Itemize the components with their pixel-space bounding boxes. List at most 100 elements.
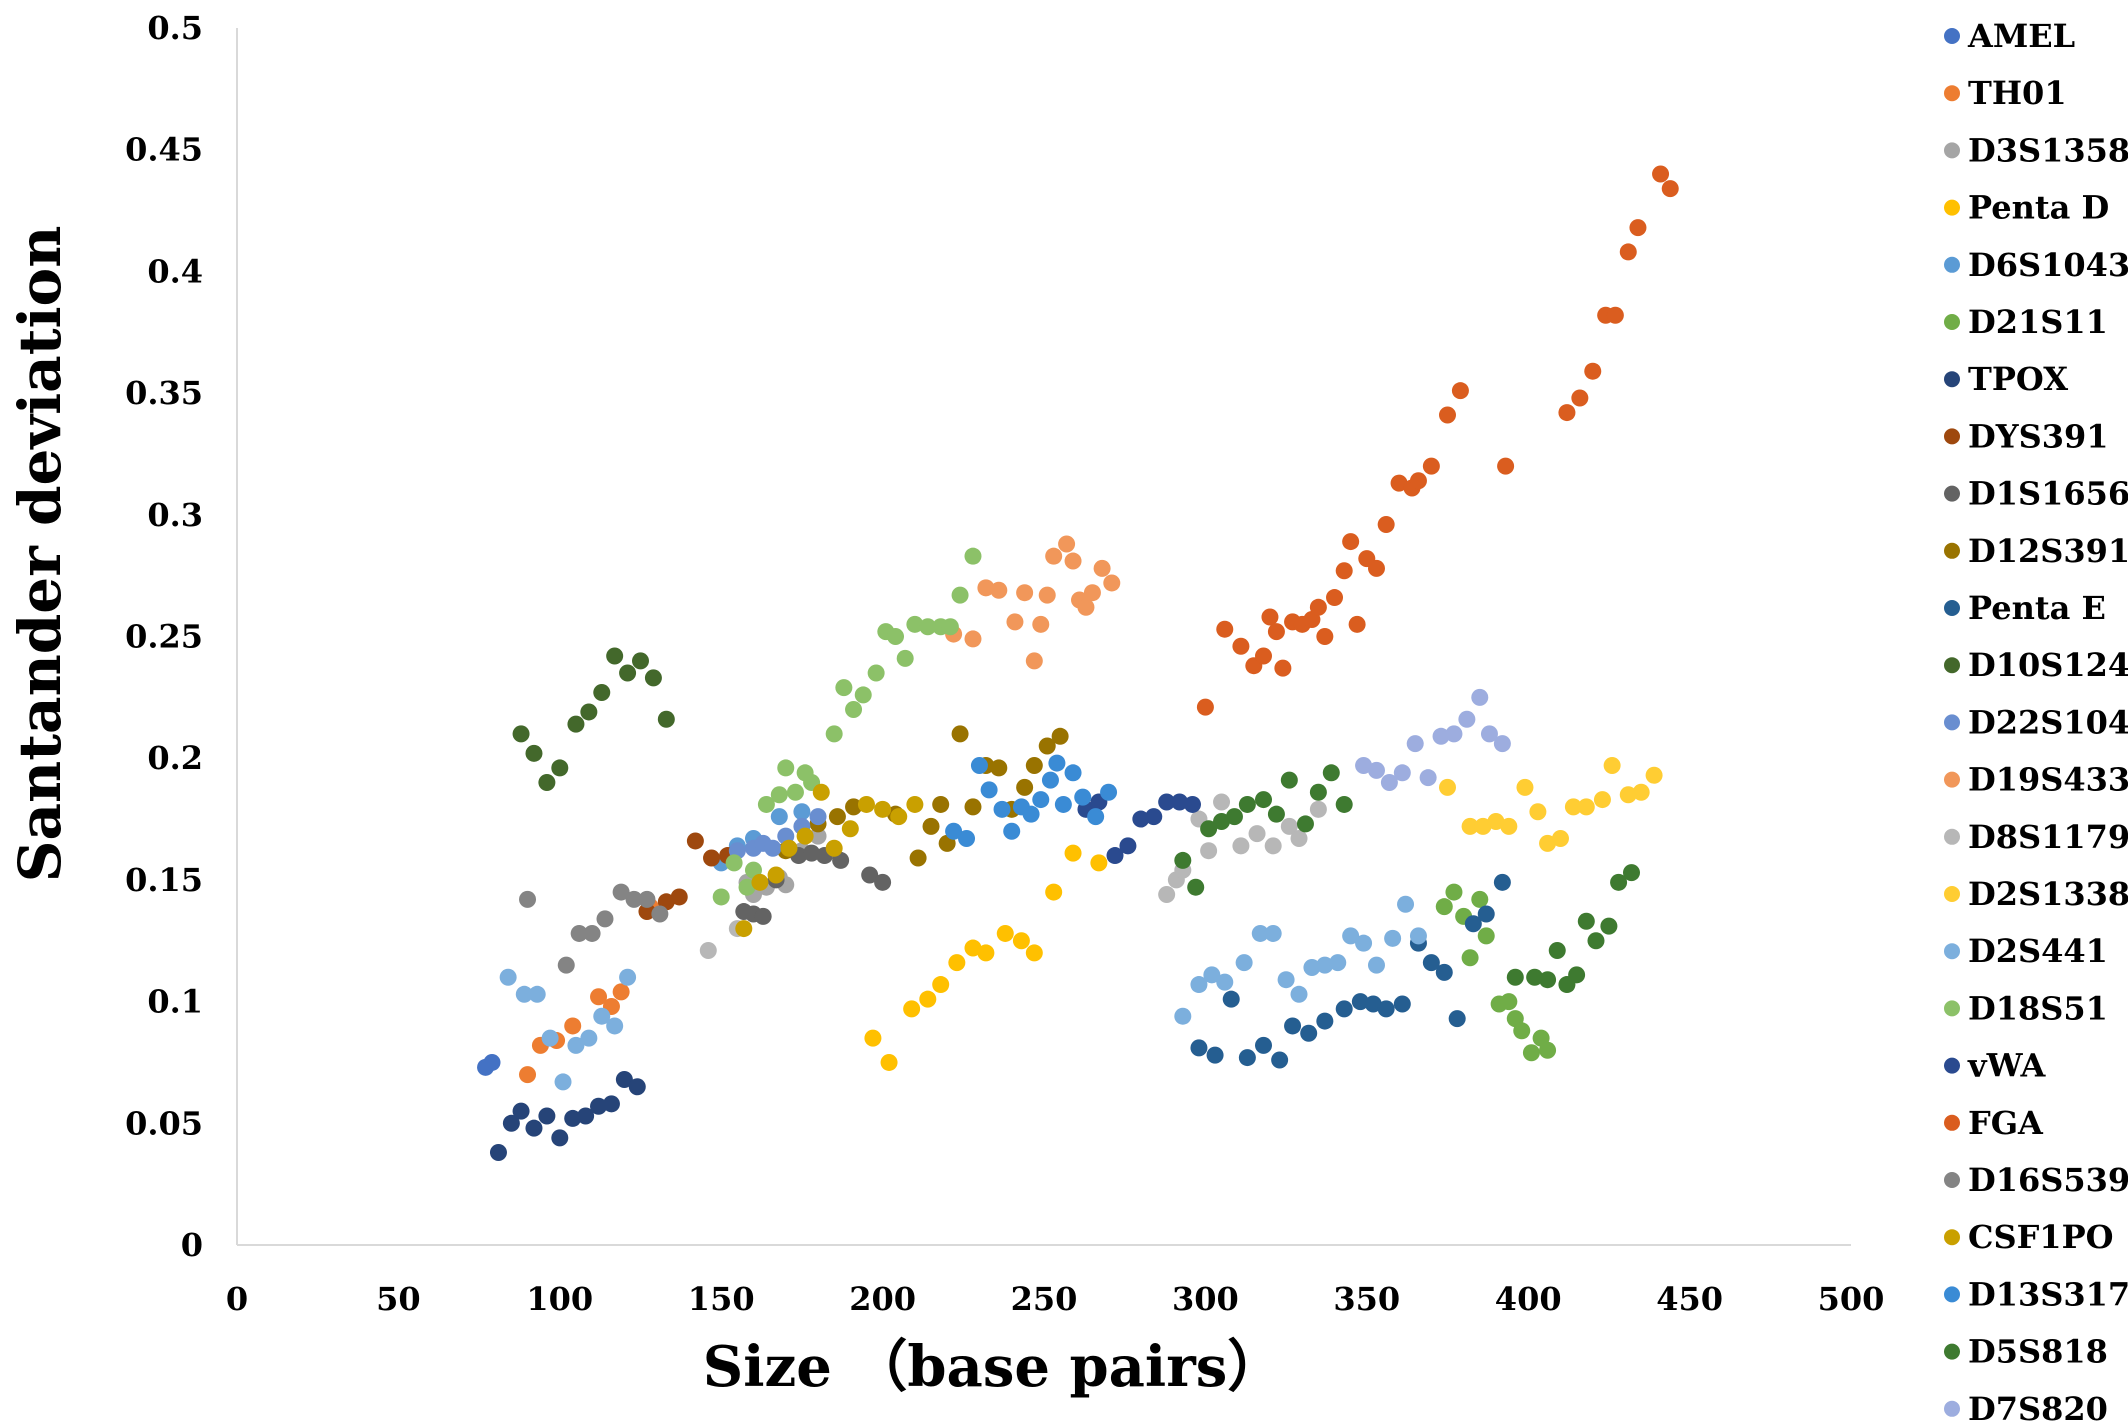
data-point xyxy=(861,866,879,884)
legend-label: Penta E xyxy=(1968,589,2106,627)
legend-label: Penta D xyxy=(1968,189,2109,227)
data-point xyxy=(1174,1007,1192,1025)
legend-label: D13S317 xyxy=(1968,1275,2128,1313)
data-point xyxy=(1213,812,1231,830)
legend-item: AMEL xyxy=(1944,17,2075,55)
series-vwa xyxy=(1077,793,1201,865)
data-point xyxy=(1054,795,1072,813)
data-point xyxy=(615,1070,633,1088)
data-point xyxy=(906,615,924,633)
data-point xyxy=(1064,764,1082,782)
data-point xyxy=(1022,805,1040,823)
y-tick-label: 0.4 xyxy=(147,252,203,290)
legend-label: D18S51 xyxy=(1968,989,2108,1027)
legend-item: D2S441 xyxy=(1944,932,2108,970)
y-tick-label: 0.2 xyxy=(147,739,203,777)
legend-marker xyxy=(1944,371,1960,388)
data-point xyxy=(1439,778,1456,796)
data-point xyxy=(551,1129,569,1147)
data-point xyxy=(1064,844,1082,862)
legend-item: CSF1PO xyxy=(1944,1218,2114,1256)
data-point xyxy=(951,725,969,743)
series-amel xyxy=(477,1053,501,1076)
data-point xyxy=(770,786,788,804)
data-point xyxy=(1432,727,1450,745)
data-point xyxy=(570,924,588,942)
data-point xyxy=(551,759,569,777)
data-point xyxy=(1171,793,1189,811)
data-point xyxy=(651,905,669,923)
data-point xyxy=(606,647,624,665)
data-point xyxy=(809,827,827,845)
legend-label: D19S433 xyxy=(1968,761,2128,799)
data-point xyxy=(906,795,924,813)
data-point xyxy=(735,920,753,938)
x-axis-title: Size （base pairs） xyxy=(703,1334,1283,1400)
data-point xyxy=(612,883,630,901)
data-point xyxy=(919,990,937,1008)
data-point xyxy=(1406,735,1424,753)
data-point xyxy=(777,759,795,777)
data-point xyxy=(1038,737,1056,755)
data-point xyxy=(990,581,1008,599)
data-point xyxy=(1606,306,1624,324)
legend-label: AMEL xyxy=(1967,17,2075,55)
legend-marker xyxy=(1944,828,1960,845)
legend-marker xyxy=(1944,1000,1960,1017)
data-point xyxy=(1196,698,1214,716)
data-point xyxy=(1012,932,1030,950)
data-point xyxy=(638,890,656,908)
data-point xyxy=(541,1029,559,1047)
data-point xyxy=(1610,873,1628,891)
legend-label: D22S1045 xyxy=(1968,703,2128,741)
data-point xyxy=(1267,805,1285,823)
legend-marker xyxy=(1944,85,1960,102)
data-point xyxy=(845,701,863,719)
data-point xyxy=(990,759,1008,777)
series-d2s441 xyxy=(499,895,1427,1091)
data-point xyxy=(919,618,937,636)
data-point xyxy=(1296,815,1314,833)
data-point xyxy=(625,890,643,908)
legend-marker xyxy=(1944,886,1960,902)
series-d18s51 xyxy=(712,547,982,906)
data-point xyxy=(1261,608,1279,626)
y-tick-label: 0.3 xyxy=(147,496,203,534)
data-point xyxy=(1045,883,1063,901)
data-point xyxy=(964,939,982,957)
data-point xyxy=(909,849,927,867)
data-point xyxy=(1435,898,1453,916)
data-point xyxy=(941,618,959,636)
legend-marker xyxy=(1944,428,1960,445)
data-point xyxy=(686,832,704,850)
legend-item: D5S818 xyxy=(1944,1333,2108,1371)
data-point xyxy=(1255,647,1273,665)
series-d2s1338 xyxy=(1439,757,1663,852)
data-point xyxy=(1445,725,1463,743)
legend-item: D7S820 xyxy=(1944,1390,2108,1423)
data-point xyxy=(767,866,785,884)
data-point xyxy=(1335,1000,1353,1018)
data-point xyxy=(874,800,892,818)
data-point xyxy=(887,628,905,645)
data-point xyxy=(1335,795,1353,813)
data-point xyxy=(1058,535,1076,553)
y-axis-title: Santander deviation xyxy=(6,226,74,883)
legend-marker xyxy=(1944,1343,1960,1360)
data-point xyxy=(1200,842,1218,860)
data-point xyxy=(1041,771,1059,789)
data-point xyxy=(964,798,982,816)
x-tick-label: 50 xyxy=(376,1280,421,1318)
x-tick-label: 200 xyxy=(849,1280,916,1318)
series-d5s818 xyxy=(1174,764,1640,994)
data-point xyxy=(1351,993,1369,1011)
series-d21s11 xyxy=(1435,883,1557,1062)
y-tick-label: 0.5 xyxy=(147,9,203,47)
data-point xyxy=(1571,389,1589,407)
data-point xyxy=(1083,584,1101,602)
legend-label: D16S539 xyxy=(1968,1161,2128,1199)
data-point xyxy=(1445,883,1463,901)
data-point xyxy=(1158,793,1176,811)
series-d10s1248 xyxy=(512,647,675,792)
